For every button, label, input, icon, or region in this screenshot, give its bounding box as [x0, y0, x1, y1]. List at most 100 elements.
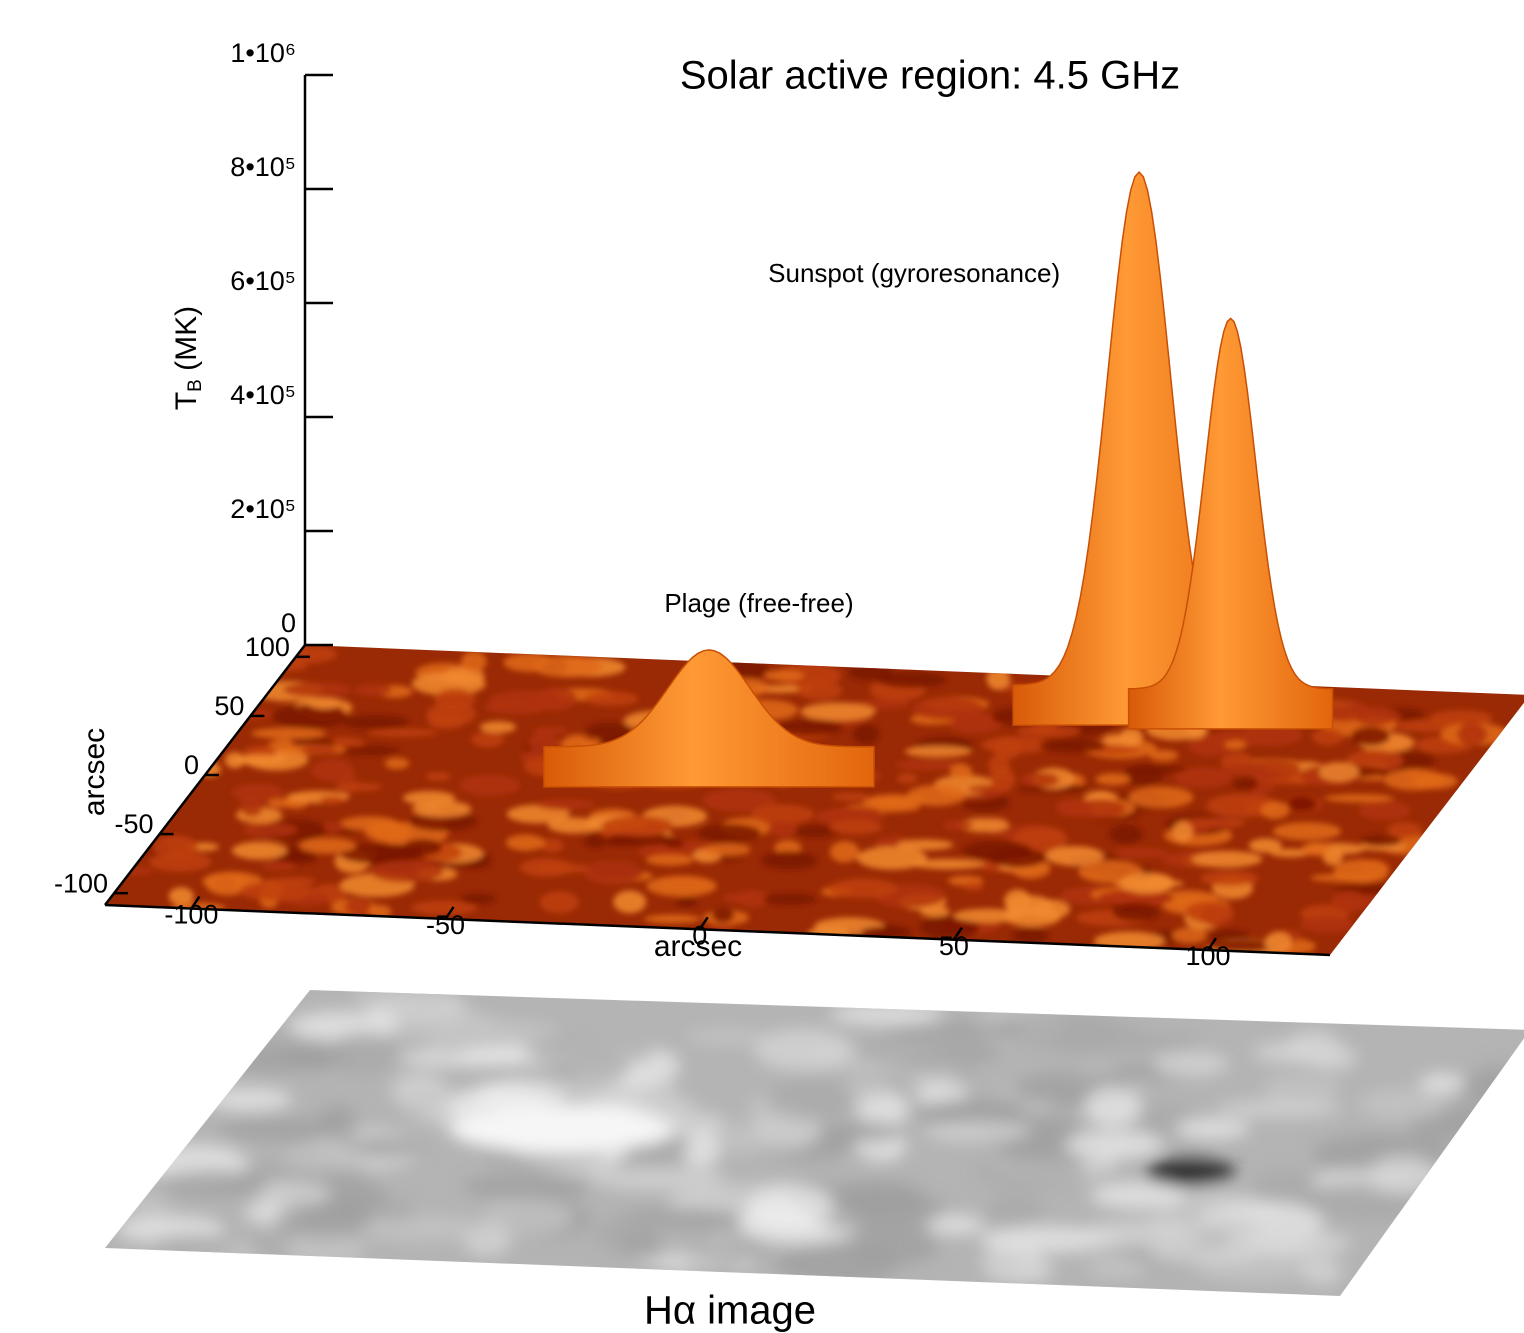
texture — [548, 817, 600, 833]
texture — [1017, 725, 1081, 737]
texture — [698, 824, 761, 843]
y-tick-label: 50 — [214, 691, 244, 721]
texture — [403, 839, 442, 856]
texture — [1358, 800, 1411, 820]
texture — [311, 759, 354, 782]
texture — [583, 861, 643, 885]
texture — [323, 822, 344, 833]
texture — [1360, 835, 1401, 846]
texture — [459, 774, 521, 796]
texture — [471, 732, 505, 747]
texture — [1224, 740, 1246, 750]
texture — [480, 721, 516, 733]
texture — [907, 785, 965, 806]
texture — [764, 670, 804, 681]
texture — [1013, 1257, 1054, 1283]
texture — [152, 835, 198, 859]
texture — [243, 822, 297, 837]
texture — [1252, 1222, 1319, 1255]
x-tick-label: 100 — [1185, 941, 1230, 971]
texture — [585, 691, 638, 706]
texture — [535, 798, 595, 810]
texture — [747, 1185, 833, 1228]
texture — [1333, 859, 1389, 883]
texture — [988, 848, 1047, 867]
texture — [1145, 1158, 1235, 1186]
texture — [329, 1031, 399, 1075]
texture — [309, 698, 340, 709]
texture — [829, 1004, 943, 1024]
texture — [1331, 890, 1366, 912]
texture — [251, 728, 326, 739]
texture — [769, 821, 798, 837]
texture — [412, 801, 471, 818]
texture — [1084, 1087, 1141, 1127]
texture — [485, 700, 548, 715]
texture — [533, 726, 568, 735]
texture — [540, 891, 579, 913]
annotation: Plage (free-free) — [664, 588, 853, 618]
chart: Solar active region: 4.5 GHz TB (MK) arc… — [0, 0, 1524, 1333]
texture — [1312, 728, 1344, 745]
texture — [897, 839, 954, 850]
texture — [920, 906, 950, 917]
texture — [1109, 824, 1143, 844]
h-alpha-plane — [105, 981, 1524, 1296]
texture — [761, 851, 817, 869]
texture — [829, 820, 882, 835]
texture — [262, 862, 295, 871]
texture — [350, 981, 459, 1010]
texture — [928, 1215, 983, 1235]
z-axis-label: TB (MK) — [170, 306, 206, 410]
texture — [460, 893, 496, 904]
lower-panel-label: Hα image — [644, 1289, 816, 1333]
texture — [1075, 1221, 1201, 1249]
texture — [1119, 873, 1173, 894]
texture — [151, 1233, 234, 1256]
texture — [1358, 1088, 1448, 1120]
texture — [1186, 901, 1234, 923]
texture — [723, 893, 747, 902]
texture — [905, 746, 972, 757]
texture — [1086, 1256, 1148, 1280]
texture — [334, 783, 382, 791]
texture — [1021, 772, 1059, 787]
texture — [1090, 1182, 1186, 1210]
annotation: Sunspot (gyroresonance) — [768, 258, 1060, 288]
texture — [828, 807, 880, 815]
chart-title: Solar active region: 4.5 GHz — [680, 54, 1180, 98]
texture — [1120, 728, 1144, 747]
texture — [986, 668, 1010, 689]
texture — [846, 1079, 887, 1100]
texture — [943, 820, 974, 830]
texture — [1114, 847, 1168, 858]
texture — [232, 842, 287, 860]
z-tick-label: 6•10⁵ — [230, 266, 296, 296]
texture — [370, 860, 444, 882]
texture — [963, 882, 983, 891]
texture — [434, 689, 475, 711]
texture — [299, 838, 356, 854]
texture — [1387, 822, 1422, 838]
texture — [1222, 763, 1267, 776]
texture — [1128, 786, 1193, 808]
texture — [239, 881, 314, 900]
x-tick-label: 50 — [939, 931, 969, 961]
texture — [205, 1088, 292, 1111]
texture — [1006, 895, 1053, 917]
texture — [828, 879, 897, 899]
texture — [160, 1169, 270, 1197]
texture — [1172, 821, 1193, 841]
texture — [721, 1123, 763, 1155]
texture — [1273, 822, 1341, 840]
texture — [877, 672, 947, 688]
texture — [646, 854, 694, 865]
texture — [675, 896, 697, 907]
texture — [317, 1105, 358, 1143]
texture — [365, 821, 411, 842]
texture — [526, 1041, 655, 1065]
texture — [712, 908, 734, 923]
texture — [433, 1020, 559, 1041]
texture — [1112, 903, 1159, 922]
y-tick-label: -50 — [115, 809, 154, 839]
